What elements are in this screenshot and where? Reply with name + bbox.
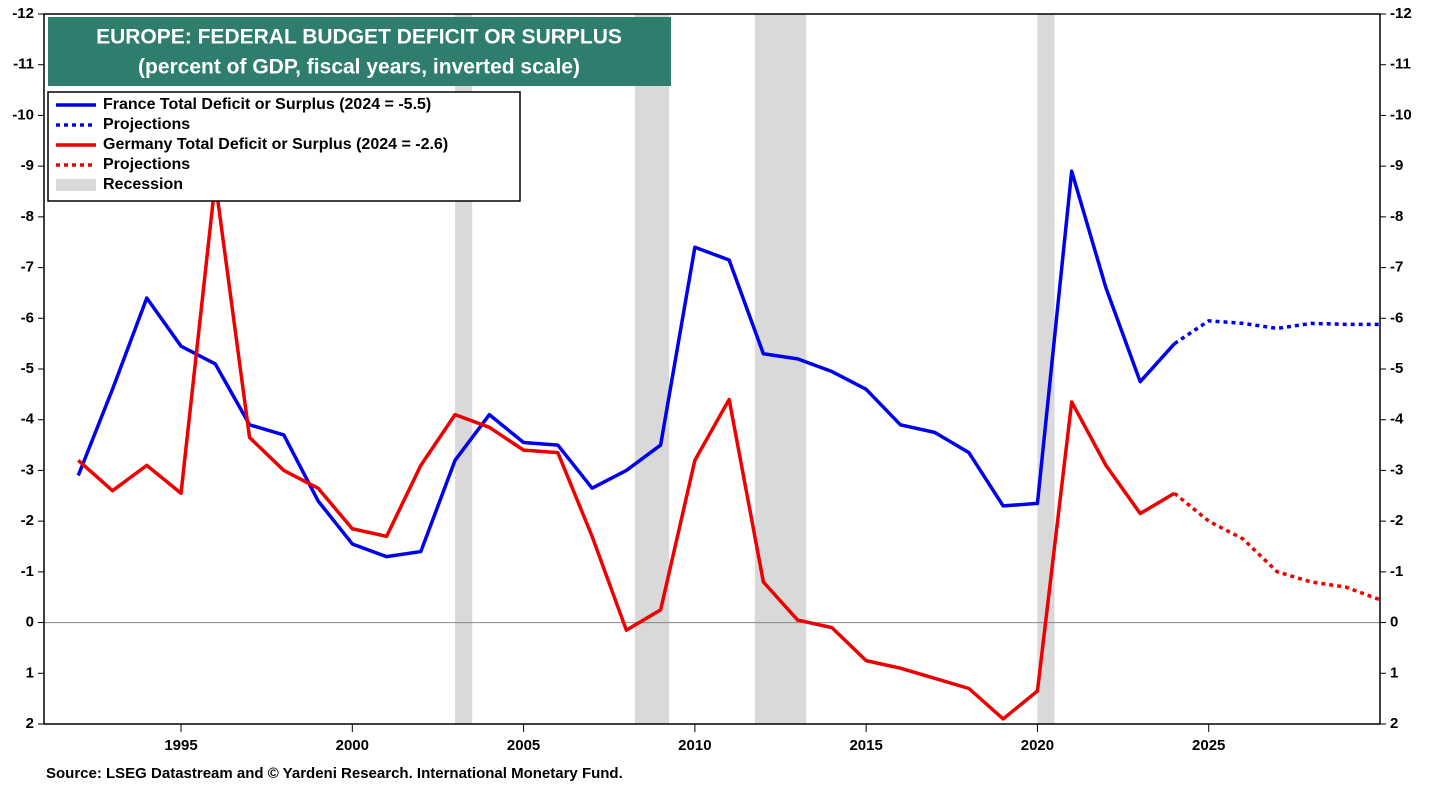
- y-tick-label: 1: [26, 664, 34, 681]
- y-tick-label: -9: [21, 157, 34, 174]
- y2-tick-label: -4: [1390, 411, 1404, 428]
- x-tick-label: 2000: [336, 737, 369, 754]
- legend-box: [47, 91, 521, 202]
- x-tick-label: 1995: [164, 737, 197, 754]
- y2-tick-label: -6: [1390, 309, 1403, 326]
- y2-tick-label: -3: [1390, 461, 1403, 478]
- y2-tick-label: -9: [1390, 157, 1403, 174]
- x-tick-label: 2015: [849, 737, 882, 754]
- x-tick-label: 2010: [678, 737, 711, 754]
- series-line: [1173, 319, 1380, 346]
- y-tick-label: -12: [12, 5, 34, 22]
- legend-label: Recession: [103, 176, 183, 193]
- legend-label: Projections: [103, 116, 190, 133]
- title-box: [48, 17, 671, 86]
- recession-band: [754, 14, 807, 724]
- recession-band: [634, 14, 670, 724]
- y-tick-label: -5: [21, 360, 34, 377]
- y2-tick-label: 1: [1390, 664, 1398, 681]
- y2-tick-label: -10: [1390, 106, 1412, 123]
- chart-title: EUROPE: FEDERAL BUDGET DEFICIT OR SURPLU…: [96, 26, 622, 49]
- y2-tick-label: -11: [1390, 56, 1411, 73]
- y-tick-label: -10: [12, 106, 34, 123]
- y2-tick-label: 0: [1390, 614, 1398, 631]
- series-line: [1173, 491, 1381, 602]
- y2-tick-label: -2: [1390, 512, 1403, 529]
- x-tick-label: 2025: [1192, 737, 1225, 754]
- y2-tick-label: -7: [1390, 259, 1403, 276]
- y-tick-label: -1: [21, 563, 34, 580]
- y-tick-label: -3: [21, 461, 34, 478]
- series-line: [76, 169, 1176, 559]
- y-tick-label: 0: [26, 614, 34, 631]
- series-line: [77, 179, 1176, 721]
- y-tick-label: -11: [13, 56, 34, 73]
- y2-tick-label: -5: [1390, 360, 1403, 377]
- y-tick-label: -8: [21, 208, 34, 225]
- legend-label: Projections: [103, 156, 190, 173]
- legend: France Total Deficit or Surplus (2024 = …: [47, 91, 521, 202]
- y-tick-label: -7: [21, 259, 34, 276]
- source: Source: LSEG Datastream and © Yardeni Re…: [46, 765, 623, 782]
- recession-band: [1037, 14, 1055, 724]
- y-tick-label: 2: [26, 715, 34, 732]
- y-tick-label: -2: [21, 512, 34, 529]
- legend-swatch: [56, 179, 96, 191]
- legend-label: France Total Deficit or Surplus (2024 = …: [103, 96, 431, 113]
- y-tick-label: -4: [21, 411, 35, 428]
- x-tick-label: 2005: [507, 737, 540, 754]
- y-tick-label: -6: [21, 309, 34, 326]
- y2-tick-label: 2: [1390, 715, 1398, 732]
- x-tick-label: 2020: [1021, 737, 1054, 754]
- legend-label: Germany Total Deficit or Surplus (2024 =…: [103, 136, 448, 153]
- y2-tick-label: -8: [1390, 208, 1403, 225]
- chart-subtitle: (percent of GDP, fiscal years, inverted …: [138, 56, 580, 79]
- y2-tick-label: -1: [1390, 563, 1403, 580]
- y2-tick-label: -12: [1390, 5, 1412, 22]
